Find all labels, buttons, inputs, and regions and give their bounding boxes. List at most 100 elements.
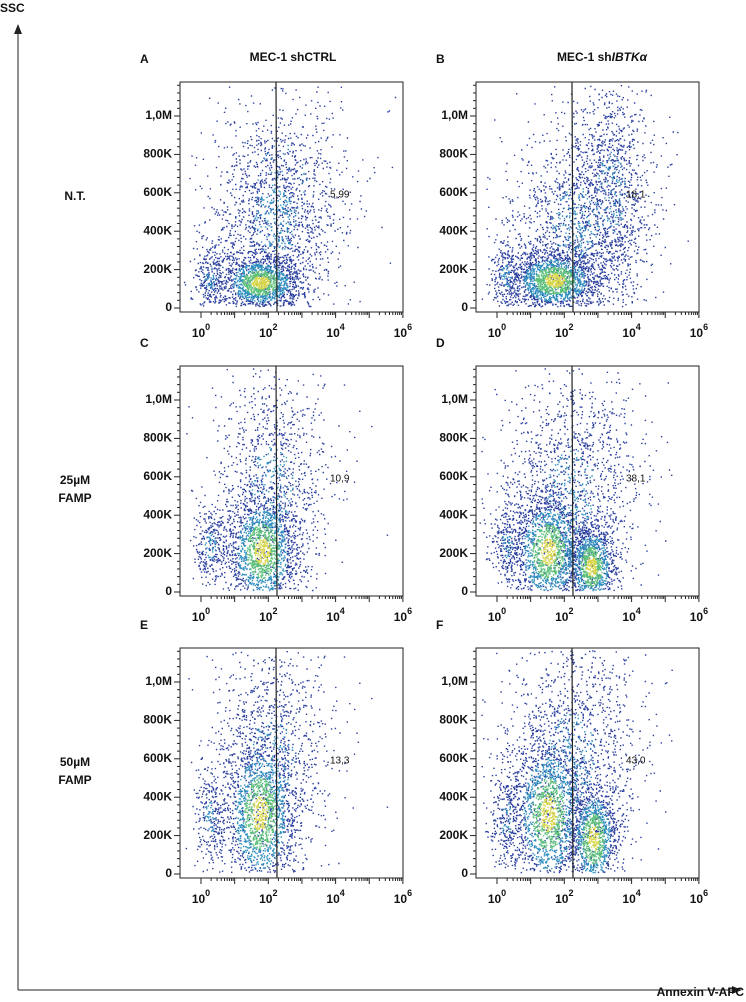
y-tick-label: 200K [439,828,468,842]
x-tick-label: 100 [488,322,506,340]
row-label: FAMP [58,773,91,787]
density-dots [500,151,626,303]
y-tick-label: 200K [143,262,172,276]
x-tick-exponent: 4 [636,322,641,332]
density-dots [204,144,308,303]
panel-letter: B [436,52,445,66]
x-tick-label: 102 [259,606,277,624]
y-tick-label: 400K [143,507,172,521]
density-dots [531,524,603,587]
x-tick-exponent: 0 [501,606,506,616]
x-tick-exponent: 2 [272,606,277,616]
x-tick-exponent: 2 [568,606,573,616]
plot-frame [179,647,404,879]
x-tick-label: 104 [622,888,640,906]
density-dots [532,778,605,865]
panel-letter: C [140,336,149,350]
row-label: 50µM [60,755,90,769]
x-tick-base: 10 [326,892,340,906]
y-tick-label: 600K [143,185,172,199]
y-tick-label: 1,0M [145,674,172,688]
x-tick-exponent: 6 [703,888,708,898]
density-dots [183,86,397,308]
x-tick-base: 10 [555,326,569,340]
y-tick-label: 0 [165,584,172,598]
x-tick-base: 10 [488,892,502,906]
column-title: MEC-1 shCTRL [250,50,337,64]
density-dots [185,651,389,873]
gate-line [571,647,574,879]
y-tick-label: 800K [143,431,172,445]
x-tick-exponent: 0 [501,888,506,898]
panel-letter: E [140,618,148,632]
x-tick-label: 100 [488,606,506,624]
y-tick-label: 400K [439,789,468,803]
density-dots [252,796,269,831]
y-tick-label: 600K [439,751,468,765]
row-label: FAMP [58,491,91,505]
x-tick-exponent: 2 [272,888,277,898]
x-tick-base: 10 [394,610,408,624]
x-tick-label: 104 [326,322,344,340]
x-tick-label: 100 [192,606,210,624]
x-tick-label: 106 [394,322,412,340]
x-tick-exponent: 0 [205,606,210,616]
x-tick-base: 10 [326,610,340,624]
x-tick-label: 102 [555,322,573,340]
panel-letter: D [436,336,445,350]
gate-line [571,365,574,597]
x-tick-base: 10 [394,892,408,906]
column-title-italic: IBTKα [612,50,648,64]
y-tick-label: 800K [439,713,468,727]
gate-value: 13,3 [330,756,350,767]
y-tick-label: 400K [439,223,468,237]
y-tick-label: 0 [461,300,468,314]
x-tick-label: 106 [394,888,412,906]
x-tick-label: 104 [326,888,344,906]
x-tick-base: 10 [555,892,569,906]
x-tick-base: 10 [555,610,569,624]
density-dots [534,266,575,295]
density-dots [242,269,279,296]
x-tick-base: 10 [259,892,273,906]
density-dots [186,368,389,592]
x-tick-base: 10 [192,892,206,906]
row-label: N.T. [64,189,85,203]
density-dots [481,650,673,874]
x-tick-base: 10 [326,326,340,340]
x-tick-base: 10 [394,326,408,340]
x-tick-exponent: 6 [407,606,412,616]
y-tick-label: 800K [143,713,172,727]
y-tick-label: 0 [165,300,172,314]
gate-value: 5,99 [330,190,350,201]
y-tick-label: 200K [143,828,172,842]
x-tick-label: 102 [259,888,277,906]
y-tick-label: 400K [143,789,172,803]
x-arrow-head [732,986,742,994]
x-tick-base: 10 [192,326,206,340]
x-tick-exponent: 2 [568,322,573,332]
density-dots [243,777,278,850]
y-tick-label: 600K [439,185,468,199]
y-arrow-head [14,24,22,34]
x-tick-base: 10 [488,610,502,624]
y-tick-label: 1,0M [441,674,468,688]
x-tick-label: 104 [622,322,640,340]
y-tick-label: 800K [439,147,468,161]
y-tick-label: 1,0M [145,392,172,406]
x-axis-label: Annexin V-APC [657,985,745,999]
y-tick-label: 200K [143,546,172,560]
x-tick-base: 10 [690,610,704,624]
x-tick-base: 10 [622,610,636,624]
y-tick-label: 0 [165,866,172,880]
density-dots [502,450,609,592]
x-tick-exponent: 6 [407,322,412,332]
x-tick-exponent: 2 [568,888,573,898]
